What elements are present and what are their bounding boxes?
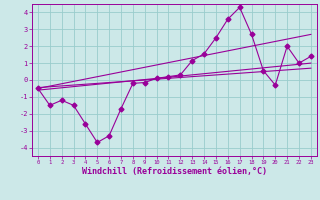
- X-axis label: Windchill (Refroidissement éolien,°C): Windchill (Refroidissement éolien,°C): [82, 167, 267, 176]
